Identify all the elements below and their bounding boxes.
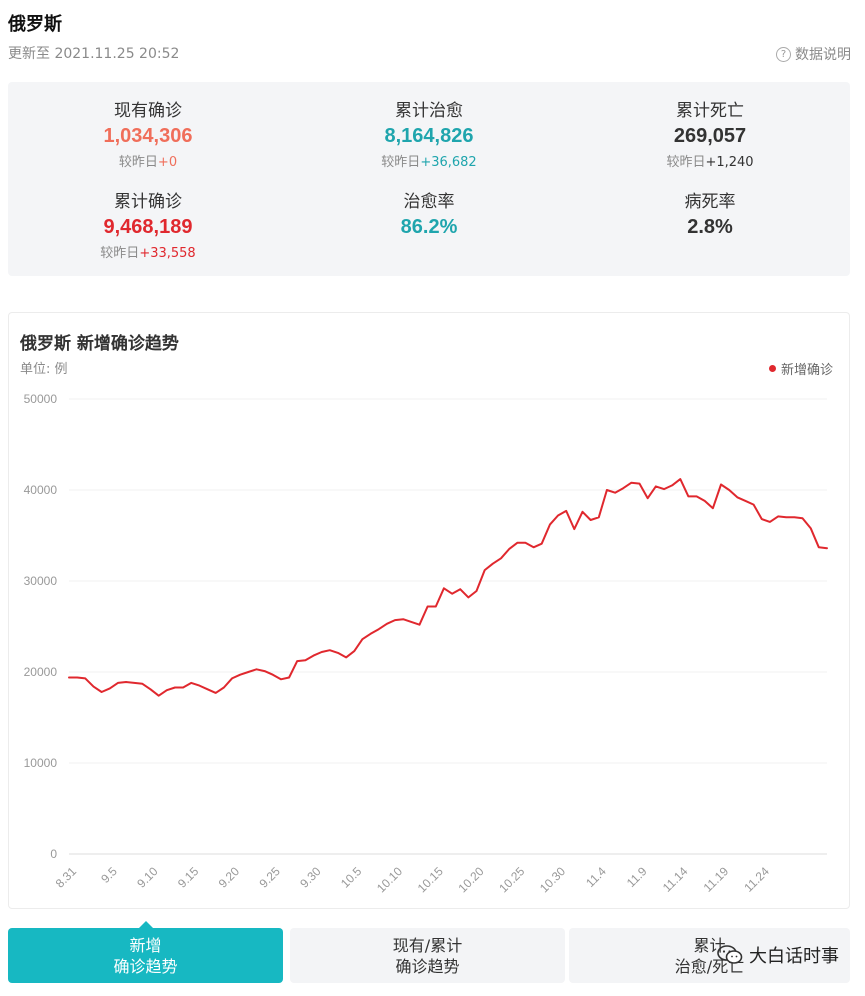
stat-label: 治愈率 bbox=[403, 192, 455, 212]
legend-dot-icon bbox=[768, 365, 776, 372]
x-tick-label: 10.15 bbox=[415, 864, 446, 895]
watermark: 大白话时事 bbox=[717, 942, 839, 968]
x-tick-label: 10.5 bbox=[338, 864, 365, 891]
x-tick-label: 11.24 bbox=[741, 864, 772, 895]
y-tick-label: 0 bbox=[50, 847, 57, 861]
stat-value: 1,034,306 bbox=[103, 125, 193, 147]
stat-value: 86.2% bbox=[400, 216, 458, 238]
stat-diff: 较昨日+33,558 bbox=[100, 246, 196, 261]
active-tab-arrow bbox=[139, 921, 153, 928]
tab-label-line1: 累计 bbox=[693, 935, 726, 955]
stat-label: 累计治愈 bbox=[395, 101, 463, 121]
y-tick-label: 30000 bbox=[24, 574, 58, 588]
stat-current-confirmed: 现有确诊 1,034,306 较昨日+0 bbox=[8, 96, 288, 170]
stat-label: 累计确诊 bbox=[114, 192, 182, 212]
watermark-text: 大白话时事 bbox=[749, 946, 839, 967]
y-tick-label: 40000 bbox=[24, 483, 58, 497]
y-tick-label: 50000 bbox=[24, 392, 58, 406]
stats-panel: 现有确诊 1,034,306 较昨日+0 累计治愈 8,164,826 较昨日+… bbox=[8, 82, 850, 276]
x-tick-label: 9.10 bbox=[134, 864, 161, 891]
series-line-new-confirmed bbox=[68, 478, 828, 697]
tab-label-line2: 确诊趋势 bbox=[113, 956, 178, 976]
x-tick-label: 9.25 bbox=[256, 864, 283, 891]
tab-new-confirmed-trend[interactable]: 新增 确诊趋势 bbox=[8, 921, 283, 983]
chart-card: 俄罗斯 新增确诊趋势 单位: 例 新增确诊 0 10000 20000 30000 40… bbox=[8, 312, 850, 909]
x-tick-label: 10.20 bbox=[456, 864, 487, 895]
stat-value: 8,164,826 bbox=[384, 125, 474, 147]
stat-diff: 较昨日+1,240 bbox=[666, 155, 754, 170]
stat-total-cured: 累计治愈 8,164,826 较昨日+36,682 bbox=[289, 96, 569, 170]
stat-value: 269,057 bbox=[673, 125, 747, 147]
x-tick-label: 11.4 bbox=[583, 864, 609, 890]
page-title: 俄罗斯 bbox=[8, 14, 62, 35]
data-explain-label: 数据说明 bbox=[795, 47, 851, 63]
y-tick-label: 10000 bbox=[24, 756, 58, 770]
chart-legend[interactable]: 新增确诊 bbox=[768, 359, 833, 378]
tab-bar: 新增 确诊趋势 现有/累计 确诊趋势 累计 治愈/死亡 bbox=[8, 921, 850, 983]
legend-label: 新增确诊 bbox=[780, 363, 833, 378]
x-tick-label: 11.19 bbox=[701, 864, 732, 895]
chart-title: 俄罗斯 新增确诊趋势 bbox=[20, 334, 179, 354]
x-tick-label: 9.30 bbox=[297, 864, 324, 891]
stat-total-confirmed: 累计确诊 9,468,189 较昨日+33,558 bbox=[8, 187, 288, 261]
x-tick-label: 10.10 bbox=[374, 864, 405, 895]
stat-diff: 较昨日+0 bbox=[118, 155, 178, 170]
stat-label: 累计死亡 bbox=[676, 101, 744, 121]
tab-cured-death-trend[interactable]: 累计 治愈/死亡 bbox=[569, 928, 850, 983]
x-tick-label: 8.31 bbox=[53, 864, 80, 891]
stat-value: 9,468,189 bbox=[103, 216, 193, 238]
stat-value: 2.8% bbox=[687, 216, 733, 238]
tab-label-line2: 治愈/死亡 bbox=[674, 956, 745, 976]
stat-cure-rate: 治愈率 86.2% bbox=[289, 187, 569, 239]
tab-label-line1: 现有/累计 bbox=[392, 935, 463, 955]
stat-label: 病死率 bbox=[684, 192, 736, 212]
x-tick-label: 9.5 bbox=[98, 864, 120, 886]
update-time: 更新至 2021.11.25 20:52 bbox=[8, 46, 180, 62]
x-tick-label: 11.14 bbox=[660, 864, 691, 895]
y-tick-label: 20000 bbox=[24, 665, 58, 679]
tab-label-line1: 新增 bbox=[129, 935, 162, 955]
stat-death-rate: 病死率 2.8% bbox=[570, 187, 850, 239]
trend-chart[interactable]: 0 10000 20000 30000 40000 50000 8.31 9.5 9.10 9.1… bbox=[9, 313, 851, 910]
x-tick-label: 11.9 bbox=[624, 864, 650, 890]
x-tick-label: 9.15 bbox=[175, 864, 202, 891]
wechat-icon bbox=[717, 945, 743, 964]
tab-current-total-trend[interactable]: 现有/累计 确诊趋势 bbox=[290, 928, 565, 983]
x-tick-label: 9.20 bbox=[216, 864, 243, 891]
x-tick-label: 10.30 bbox=[537, 864, 568, 895]
stat-diff: 较昨日+36,682 bbox=[381, 155, 477, 170]
stat-label: 现有确诊 bbox=[114, 101, 182, 121]
help-circle-icon: ? bbox=[776, 46, 791, 62]
stat-total-deaths: 累计死亡 269,057 较昨日+1,240 bbox=[570, 96, 850, 170]
tab-label-line2: 确诊趋势 bbox=[395, 956, 460, 976]
x-tick-label: 10.25 bbox=[496, 864, 527, 895]
chart-unit: 单位: 例 bbox=[20, 362, 68, 377]
data-explain-link[interactable]: ? 数据说明 bbox=[776, 44, 851, 64]
